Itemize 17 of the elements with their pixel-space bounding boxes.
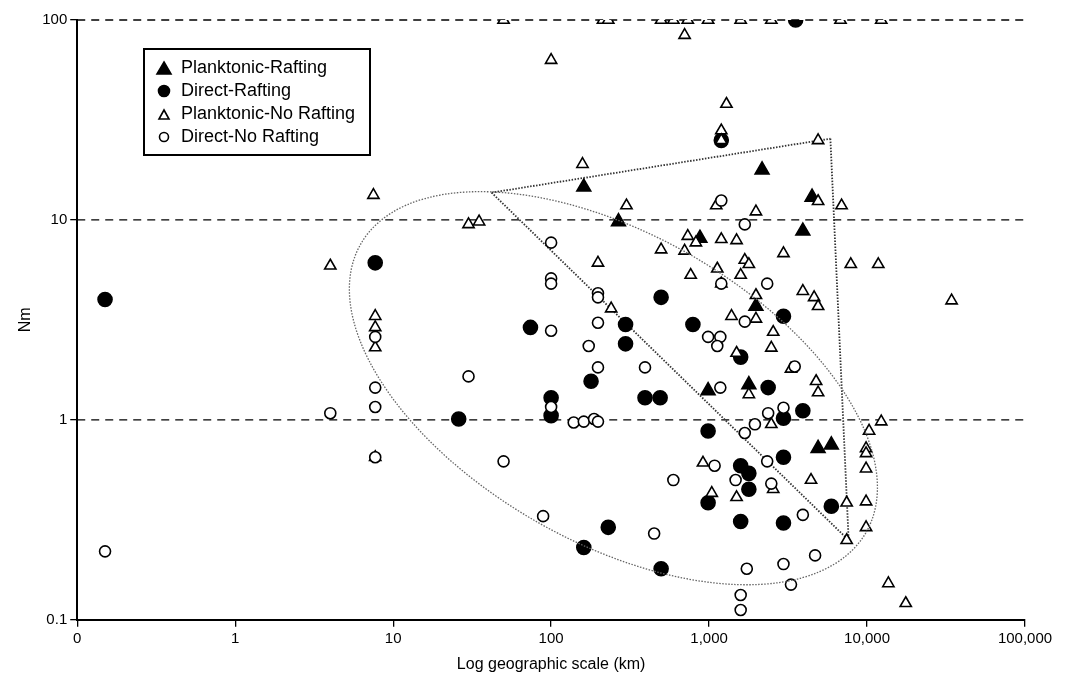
x-tick-label: 0: [73, 628, 82, 646]
x-tick-label: 10,000: [844, 628, 890, 646]
legend-label: Direct-No Rafting: [181, 125, 320, 148]
y-tick-label: 0.1: [46, 609, 68, 627]
x-tick-label: 1,000: [690, 628, 728, 646]
y-tick-label: 10: [50, 210, 68, 228]
y-axis-title: Nm: [16, 307, 34, 333]
x-tick-label: 1: [231, 628, 240, 646]
x-tick-label: 100,000: [997, 628, 1053, 646]
x-tick-label: 10: [384, 628, 402, 646]
legend-label: Direct-Rafting: [181, 79, 292, 102]
legend-label: Planktonic-Rafting: [181, 56, 328, 79]
legend-label: Planktonic-No Rafting: [181, 102, 356, 125]
y-tick-label: 100: [42, 10, 68, 28]
y-tick-label: 1: [58, 410, 68, 428]
x-tick-label: 100: [538, 628, 564, 646]
x-axis-title: Log geographic scale (km): [456, 654, 646, 672]
